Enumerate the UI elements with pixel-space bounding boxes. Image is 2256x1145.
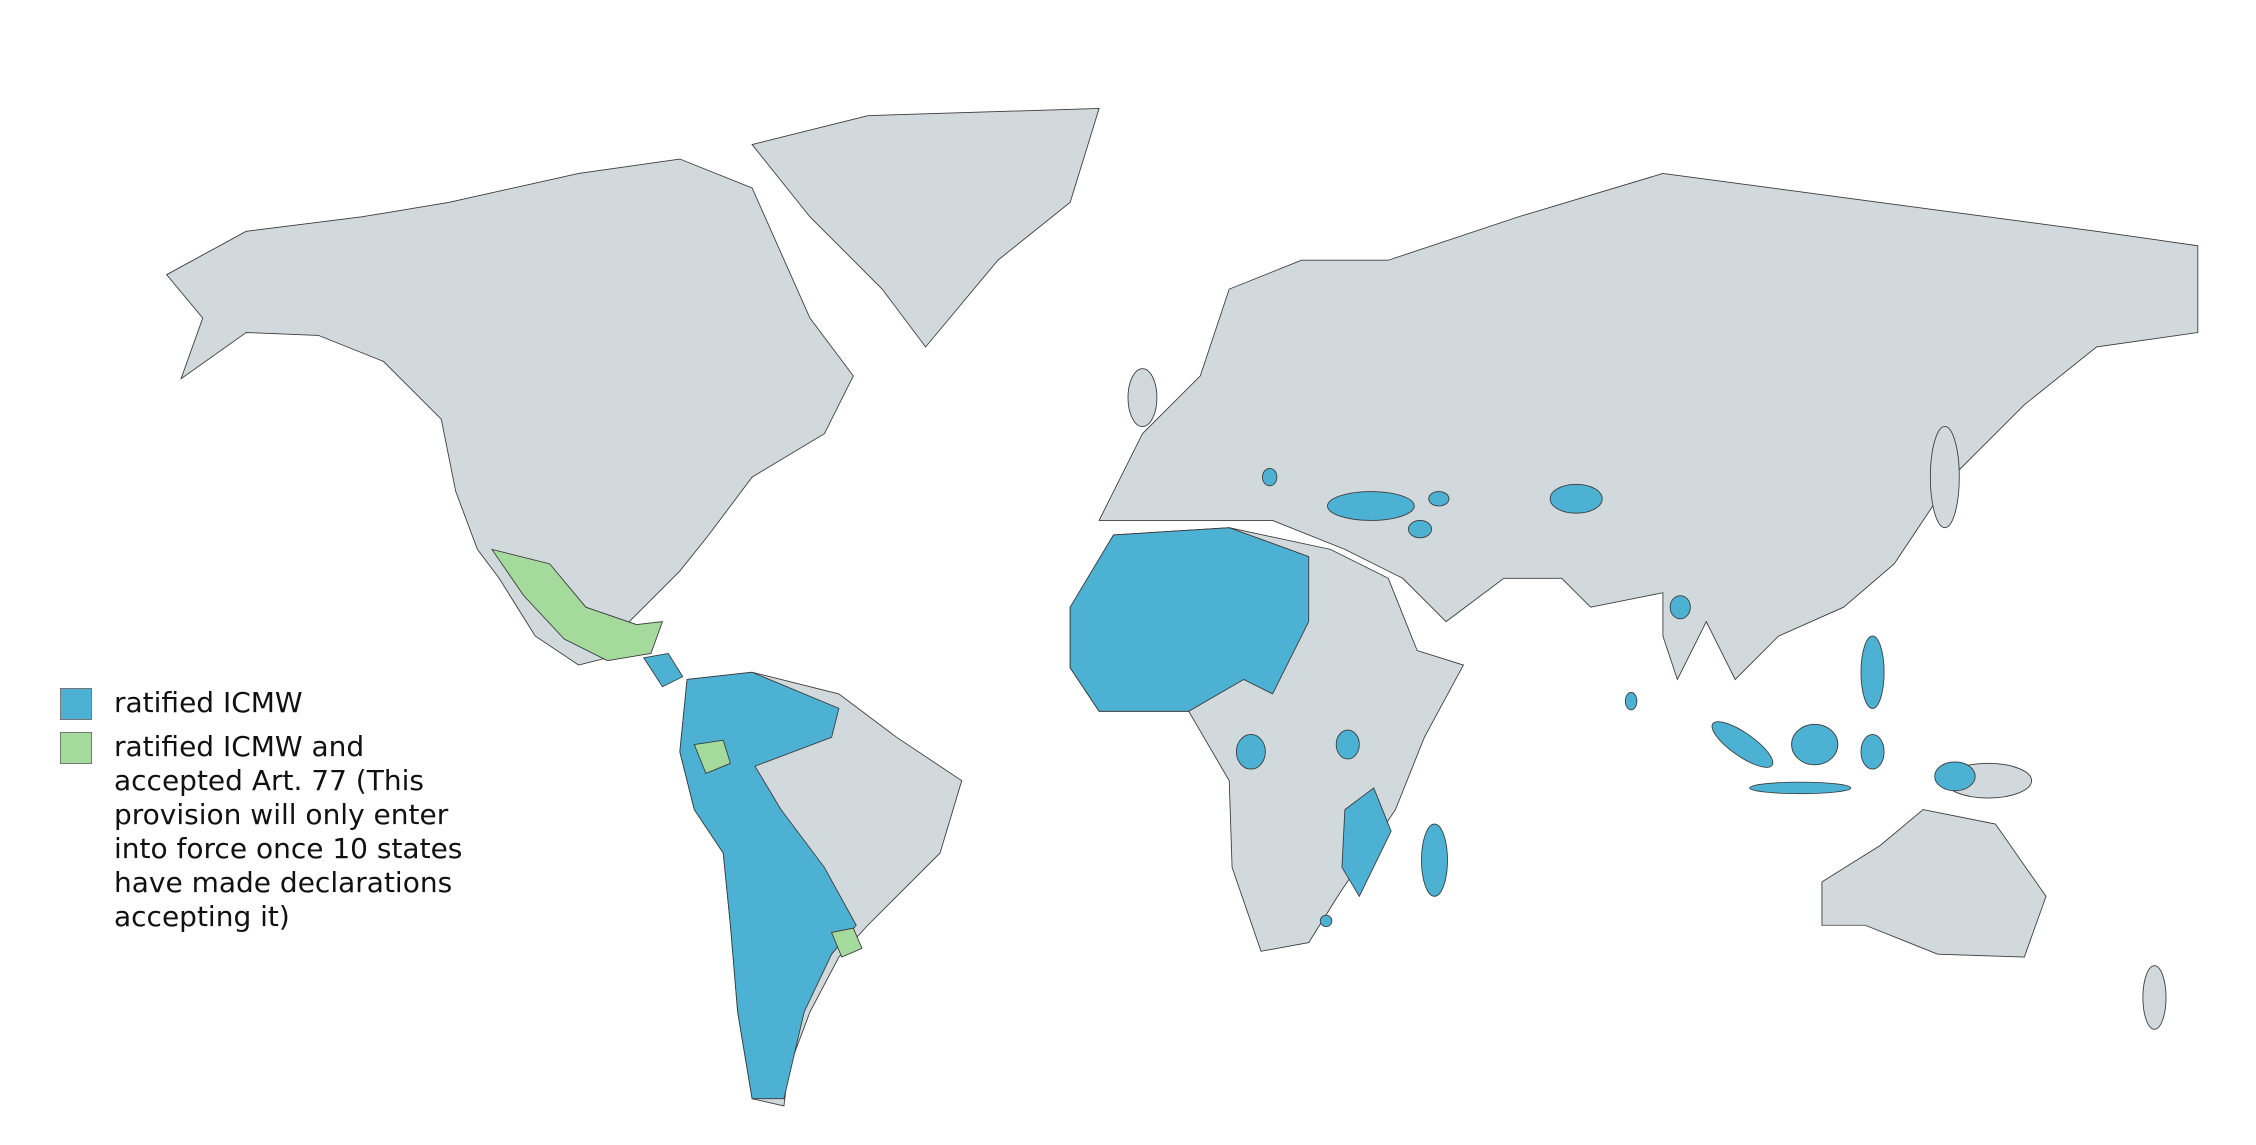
uk [1127, 368, 1158, 427]
region-west-south-america [679, 671, 857, 1100]
uganda-rwanda [1335, 729, 1360, 760]
sumatra [1711, 721, 1774, 768]
sri-lanka [1624, 692, 1638, 711]
legend-item-ratified-art77: ratified ICMW and accepted Art. 77 (This… [60, 730, 520, 934]
legend-swatch-ratified [60, 688, 92, 720]
region-central-america [642, 652, 684, 688]
greenland [751, 107, 1100, 348]
new-zealand [2142, 965, 2167, 1030]
legend: ratified ICMW ratified ICMW and accepted… [60, 686, 520, 944]
region-mozambique [1341, 787, 1392, 898]
java [1749, 781, 1852, 795]
lesotho [1319, 914, 1333, 928]
borneo [1791, 723, 1839, 766]
region-north-west-africa [1069, 527, 1310, 712]
philippines [1860, 635, 1885, 709]
timor-leste-papua [1934, 761, 1976, 792]
madagascar [1421, 823, 1448, 897]
australia [1821, 809, 2047, 958]
azerbaijan [1428, 491, 1450, 507]
ratified-art77-countries [490, 548, 863, 958]
uruguay [831, 927, 863, 958]
legend-item-ratified: ratified ICMW [60, 686, 520, 720]
syria [1408, 520, 1433, 539]
ratified-countries [642, 467, 1976, 1100]
sulawesi [1860, 733, 1885, 770]
mexico [490, 548, 664, 662]
ecuador [693, 739, 731, 775]
legend-label: ratified ICMW and accepted Art. 77 (This… [114, 730, 463, 933]
bangladesh [1669, 595, 1691, 620]
north-america [165, 158, 854, 666]
japan [1929, 426, 1960, 529]
kyrgyzstan-tajikistan [1549, 483, 1603, 514]
turkey [1327, 491, 1415, 521]
legend-swatch-ratified-art77 [60, 732, 92, 764]
bosnia-albania [1262, 467, 1278, 487]
congo [1235, 733, 1266, 770]
eurasia [1098, 173, 2199, 681]
legend-label: ratified ICMW [114, 686, 303, 719]
